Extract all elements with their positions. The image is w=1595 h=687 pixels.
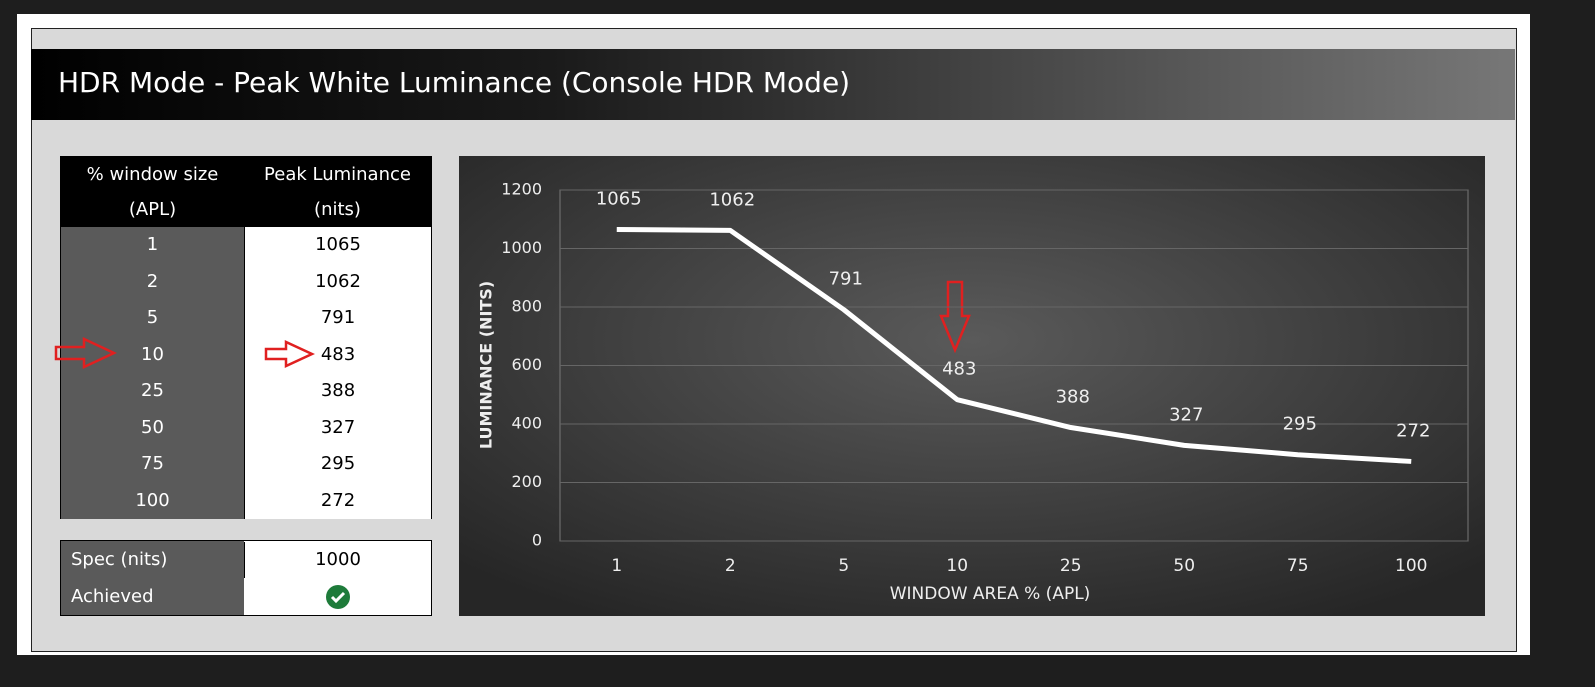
window-cell: 25 [61, 373, 244, 410]
data-label: 295 [1283, 414, 1317, 435]
data-label: 483 [942, 359, 976, 380]
y-tick-label: 0 [532, 531, 542, 550]
check-icon [325, 585, 350, 609]
luminance-cell: 791 [244, 300, 431, 337]
x-tick-label: 5 [838, 556, 849, 576]
arrow [939, 280, 971, 354]
header-cell: (nits) [314, 199, 361, 220]
luminance-cell: 388 [244, 373, 431, 410]
arrow [264, 340, 315, 368]
y-tick-label: 1000 [501, 238, 542, 257]
achieved-label: Achieved [71, 586, 154, 607]
spec-table: Spec (nits) Achieved 1000 [60, 540, 432, 616]
window-cell: 100 [61, 482, 244, 519]
window-cell: 1 [61, 227, 244, 264]
x-tick-label: 50 [1173, 556, 1195, 576]
data-label: 327 [1169, 404, 1203, 425]
luminance-cell: 1065 [244, 227, 431, 264]
y-tick-label: 200 [511, 472, 542, 491]
spec-label-bg [61, 541, 244, 615]
y-tick-label: 600 [511, 355, 542, 374]
data-label: 1062 [709, 189, 755, 210]
data-label: 388 [1056, 387, 1090, 408]
luminance-cell: 272 [244, 482, 431, 519]
y-tick-label: 1200 [501, 180, 542, 199]
y-tick-label: 400 [511, 414, 542, 433]
arrow [54, 337, 117, 369]
x-axis-title: WINDOW AREA % (APL) [890, 584, 1091, 604]
luminance-cell: 295 [244, 446, 431, 483]
spec-value: 1000 [244, 542, 431, 578]
x-tick-label: 10 [946, 556, 968, 576]
luminance-cell: 1062 [244, 263, 431, 300]
x-tick-label: 75 [1287, 556, 1309, 576]
x-tick-label: 2 [725, 556, 736, 576]
chart-background [459, 156, 1485, 616]
title-bar [31, 49, 1515, 120]
data-label: 791 [829, 269, 863, 290]
title: HDR Mode - Peak White Luminance (Console… [58, 66, 851, 99]
header-cell: (APL) [128, 199, 177, 220]
x-tick-label: 25 [1060, 556, 1082, 576]
luminance-cell: 327 [244, 409, 431, 446]
achieved-icon [244, 579, 431, 615]
window-cell: 2 [61, 263, 244, 300]
window-cell: 5 [61, 300, 244, 337]
data-label: 272 [1396, 420, 1430, 441]
data-label: 1065 [596, 188, 642, 209]
x-tick-label: 100 [1395, 556, 1427, 576]
x-tick-label: 1 [611, 556, 622, 576]
window-cell: 75 [61, 446, 244, 483]
header-cell: % window size [86, 164, 219, 185]
table-header [61, 157, 431, 227]
y-axis-title: LUMINANCE (NITS) [477, 281, 496, 449]
spec-label: Spec (nits) [71, 549, 168, 570]
window-cell: 50 [61, 409, 244, 446]
header-cell: Peak Luminance [264, 164, 411, 185]
y-tick-label: 800 [511, 297, 542, 316]
luminance-cell: 483 [244, 336, 431, 373]
line [616, 226, 1412, 464]
table: % window size (APL) Peak Luminance (nits) 1 1… [60, 156, 432, 519]
